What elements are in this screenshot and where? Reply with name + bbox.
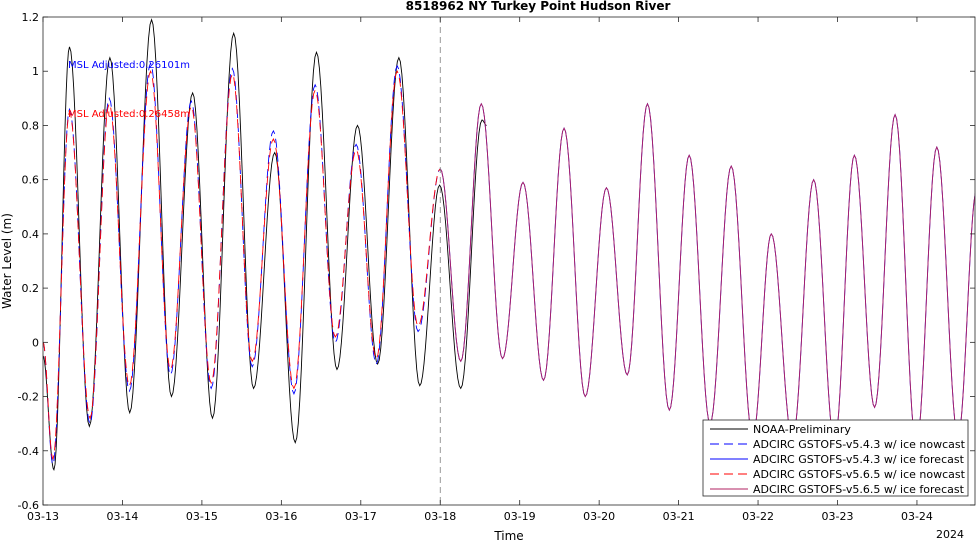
msl-annotation-red: MSL Adjusted:0.26458m: [68, 109, 190, 120]
chart-title: 8518962 NY Turkey Point Hudson River: [406, 0, 671, 13]
y-axis: -0.6 -0.4 -0.2 0 0.2 0.4 0.6 0.8 1 1.2: [18, 11, 975, 512]
x-tick-label: 03-24: [901, 510, 933, 523]
y-tick-label: 0.2: [22, 282, 40, 295]
y-tick-label: 1: [32, 65, 39, 78]
x-tick-label: 03-17: [345, 510, 377, 523]
y-tick-label: -0.6: [18, 499, 39, 512]
x-tick-label: 03-23: [822, 510, 854, 523]
x-tick-label: 03-22: [742, 510, 774, 523]
y-tick-label: 0.4: [22, 228, 40, 241]
series-line-3: [43, 69, 441, 461]
y-tick-label: -0.2: [18, 391, 39, 404]
legend-box: [702, 419, 969, 497]
x-tick-label: 03-14: [106, 510, 138, 523]
legend-label: ADCIRC GSTOFS-v5.4.3 w/ ice forecast: [753, 453, 965, 466]
y-tick-label: 0.8: [22, 119, 40, 132]
legend-label: ADCIRC GSTOFS-v5.6.5 w/ ice forecast: [753, 483, 965, 496]
x-tick-label: 03-15: [186, 510, 218, 523]
year-label: 2024: [936, 528, 964, 541]
msl-annotation-blue: MSL Adjusted:0.26101m: [68, 60, 190, 71]
legend-label: ADCIRC GSTOFS-v5.6.5 w/ ice nowcast: [753, 468, 966, 481]
series-line-0: [43, 18, 487, 472]
x-tick-label: 03-13: [27, 510, 59, 523]
legend-label: NOAA-Preliminary: [753, 423, 851, 436]
y-axis-label: Water Level (m): [0, 213, 14, 309]
plot-frame: [42, 16, 976, 506]
x-tick-label: 03-19: [504, 510, 536, 523]
y-tick-label: 0: [32, 336, 39, 349]
x-tick-label: 03-18: [424, 510, 456, 523]
y-tick-label: 0.6: [22, 174, 40, 187]
x-tick-label: 03-20: [583, 510, 615, 523]
x-axis: 03-13 03-14 03-15 03-16 03-17 03-18 03-19 03-20…: [27, 17, 933, 523]
x-tick-label: 03-21: [663, 510, 695, 523]
x-axis-label: Time: [493, 529, 523, 541]
legend-label: ADCIRC GSTOFS-v5.4.3 w/ ice nowcast: [753, 438, 966, 451]
y-tick-label: 1.2: [22, 11, 40, 24]
y-tick-label: -0.4: [18, 445, 39, 458]
legend: NOAA-Preliminary ADCIRC GSTOFS-v5.4.3 w/ …: [702, 419, 969, 497]
x-tick-label: 03-16: [265, 510, 297, 523]
